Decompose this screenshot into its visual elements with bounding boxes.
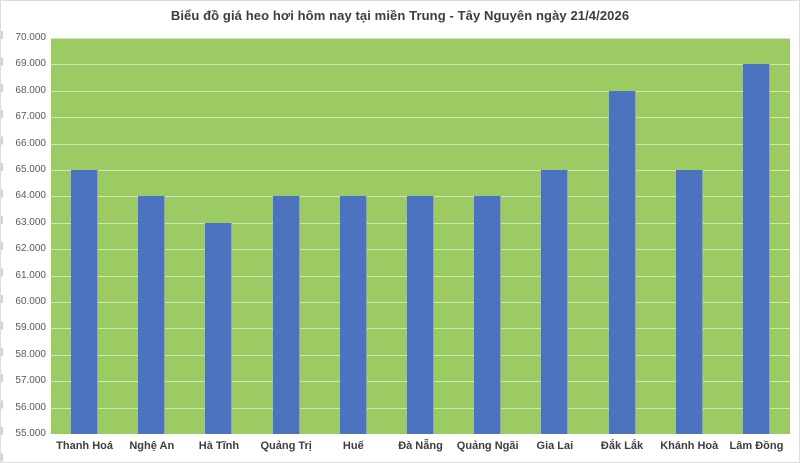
x-tick-label: Nghệ An (129, 440, 175, 452)
x-tick-label: Huế (342, 440, 364, 452)
chart-bar (339, 196, 367, 434)
y-tick-label: 57.000 (15, 375, 46, 387)
y-tick-label: 70.000 (15, 32, 46, 43)
chart-bar (608, 90, 636, 434)
y-tick-label: 67.000 (15, 111, 46, 123)
y-tick-label: 65.000 (15, 164, 46, 175)
chart-bar (407, 196, 434, 434)
y-tick-label: 59.000 (15, 322, 46, 334)
x-tick-label: Hà Tĩnh (198, 440, 240, 452)
gridline (51, 117, 790, 119)
gridline (51, 90, 790, 92)
chart-bar (71, 170, 99, 434)
y-tick-label: 66.000 (15, 137, 46, 149)
gridline (51, 170, 790, 171)
chart-bar (205, 222, 233, 434)
chart-bar (272, 196, 300, 434)
chart-title: Biểu đồ giá heo hơi hôm nay tại miền Tru… (170, 8, 630, 23)
y-tick-label: 62.000 (15, 243, 46, 255)
chart-bar (742, 64, 770, 434)
chart-bar (541, 170, 569, 434)
chart-bar (474, 196, 502, 434)
gridline (51, 64, 790, 66)
x-tick-label: Lâm Đồng (729, 440, 784, 452)
y-tick-label: 58.000 (15, 348, 46, 360)
chart-bar (675, 170, 703, 434)
y-tick-label: 61.000 (15, 269, 46, 281)
x-tick-label: Thanh Hoá (56, 440, 113, 452)
x-tick-label: Gia Lai (536, 440, 574, 452)
y-tick-label: 68.000 (15, 84, 46, 96)
chart-bar (138, 196, 166, 434)
plot-area (51, 38, 790, 435)
y-tick-label: 55.000 (15, 428, 46, 439)
x-tick-label: Đắk Lắk (600, 440, 644, 452)
gridline (51, 38, 790, 39)
x-tick-label: Quảng Ngãi (456, 440, 519, 452)
y-tick-label: 56.000 (15, 401, 46, 413)
x-tick-label: Khánh Hoà (660, 440, 719, 452)
y-tick-label: 69.000 (15, 58, 46, 70)
gridline (51, 143, 790, 145)
y-tick-label: 64.000 (15, 190, 46, 202)
x-tick-label: Quảng Trị (260, 440, 312, 452)
y-tick-label: 63.000 (15, 216, 46, 228)
y-tick-label: 60.000 (15, 296, 46, 307)
x-tick-label: Đà Nẵng (398, 440, 443, 452)
gridline (51, 434, 790, 435)
